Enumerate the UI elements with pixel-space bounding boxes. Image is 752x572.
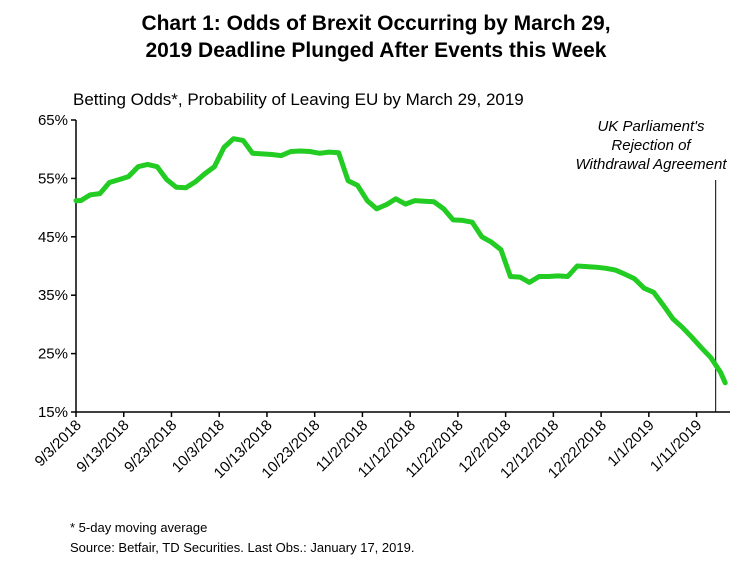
data-point xyxy=(576,265,578,267)
data-point xyxy=(433,201,435,203)
data-point xyxy=(662,304,664,306)
data-point xyxy=(366,200,368,202)
data-point xyxy=(586,266,588,268)
data-point xyxy=(691,336,693,338)
data-point xyxy=(261,153,263,155)
data-point xyxy=(424,200,425,202)
data-point xyxy=(567,276,569,277)
chart-title-line-2: 2019 Deadline Plunged After Events this … xyxy=(145,39,607,62)
data-point xyxy=(80,200,82,202)
series-group xyxy=(73,136,728,386)
data-point xyxy=(481,236,483,238)
data-point xyxy=(414,200,416,202)
data-point xyxy=(452,219,454,221)
chart-subtitle: Betting Odds*, Probability of Leaving EU… xyxy=(73,90,524,109)
chart-title-line-1: Chart 1: Odds of Brexit Occurring by Mar… xyxy=(141,12,611,35)
data-point xyxy=(89,194,91,196)
data-point xyxy=(614,269,616,271)
data-point xyxy=(634,278,635,280)
data-point xyxy=(242,139,244,141)
chart-title: Chart 1: Odds of Brexit Occurring by Mar… xyxy=(0,10,752,64)
data-point xyxy=(595,266,597,268)
data-point xyxy=(75,200,77,202)
data-point xyxy=(509,276,511,277)
data-point xyxy=(490,241,492,243)
data-point xyxy=(672,318,674,320)
annotation-line-3: Withdrawal Agreement xyxy=(575,156,727,173)
data-point xyxy=(385,204,387,206)
data-point xyxy=(724,382,726,384)
data-point xyxy=(700,347,702,349)
source-note: Source: Betfair, TD Securities. Last Obs… xyxy=(70,540,415,555)
footnote: * 5-day moving average xyxy=(70,520,208,535)
data-point xyxy=(118,179,120,181)
data-point xyxy=(194,181,196,183)
data-point xyxy=(147,163,149,165)
data-point xyxy=(529,281,530,283)
y-tick-label: 25% xyxy=(38,346,68,363)
data-point xyxy=(271,154,273,155)
data-point xyxy=(309,151,311,152)
annotation-line-2: Rejection of xyxy=(611,137,691,154)
y-axis: 15% 25% 35% 45% 55% 65% xyxy=(38,112,77,421)
data-point xyxy=(538,276,540,277)
y-tick-label: 35% xyxy=(38,287,68,304)
data-point xyxy=(720,371,721,373)
data-point xyxy=(357,184,359,186)
data-point xyxy=(204,173,206,175)
x-axis: 9/3/20189/13/20189/23/201810/3/201810/13… xyxy=(32,411,730,482)
data-point xyxy=(156,166,158,168)
y-tick-label: 45% xyxy=(38,229,68,246)
data-point xyxy=(605,267,607,269)
data-point xyxy=(166,179,168,181)
data-point xyxy=(462,219,464,221)
data-point xyxy=(338,152,340,154)
event-annotation: UK Parliament's Rejection of Withdrawal … xyxy=(551,117,751,174)
data-point xyxy=(404,203,406,205)
data-point xyxy=(681,326,683,328)
x-tick-label: 1/11/2019 xyxy=(647,417,705,475)
annotation-line-1: UK Parliament's xyxy=(597,118,705,135)
data-point xyxy=(213,166,215,168)
data-point xyxy=(319,152,320,154)
data-point xyxy=(128,176,129,178)
data-point xyxy=(185,187,187,189)
y-tick-label: 65% xyxy=(38,112,68,129)
data-point xyxy=(328,151,330,153)
data-point xyxy=(99,193,101,195)
data-point xyxy=(280,155,282,157)
data-point xyxy=(175,186,177,188)
data-point xyxy=(471,221,473,223)
data-point xyxy=(500,249,502,251)
data-point xyxy=(233,138,234,140)
data-point xyxy=(624,273,626,275)
y-tick-label: 15% xyxy=(38,404,68,421)
data-point xyxy=(290,151,292,152)
y-tick-label: 55% xyxy=(38,170,68,187)
data-point xyxy=(653,291,655,293)
data-point xyxy=(443,208,445,210)
data-point xyxy=(223,146,225,148)
data-point xyxy=(376,208,378,210)
data-point xyxy=(519,276,521,278)
data-point xyxy=(347,180,349,182)
data-point xyxy=(557,275,559,277)
data-point xyxy=(252,152,254,154)
data-point xyxy=(395,198,397,200)
data-point xyxy=(137,166,139,168)
data-point xyxy=(108,182,110,183)
data-point xyxy=(299,150,301,152)
data-point xyxy=(548,276,550,277)
series-line xyxy=(73,136,728,386)
data-point xyxy=(643,287,645,289)
data-point xyxy=(710,357,712,359)
